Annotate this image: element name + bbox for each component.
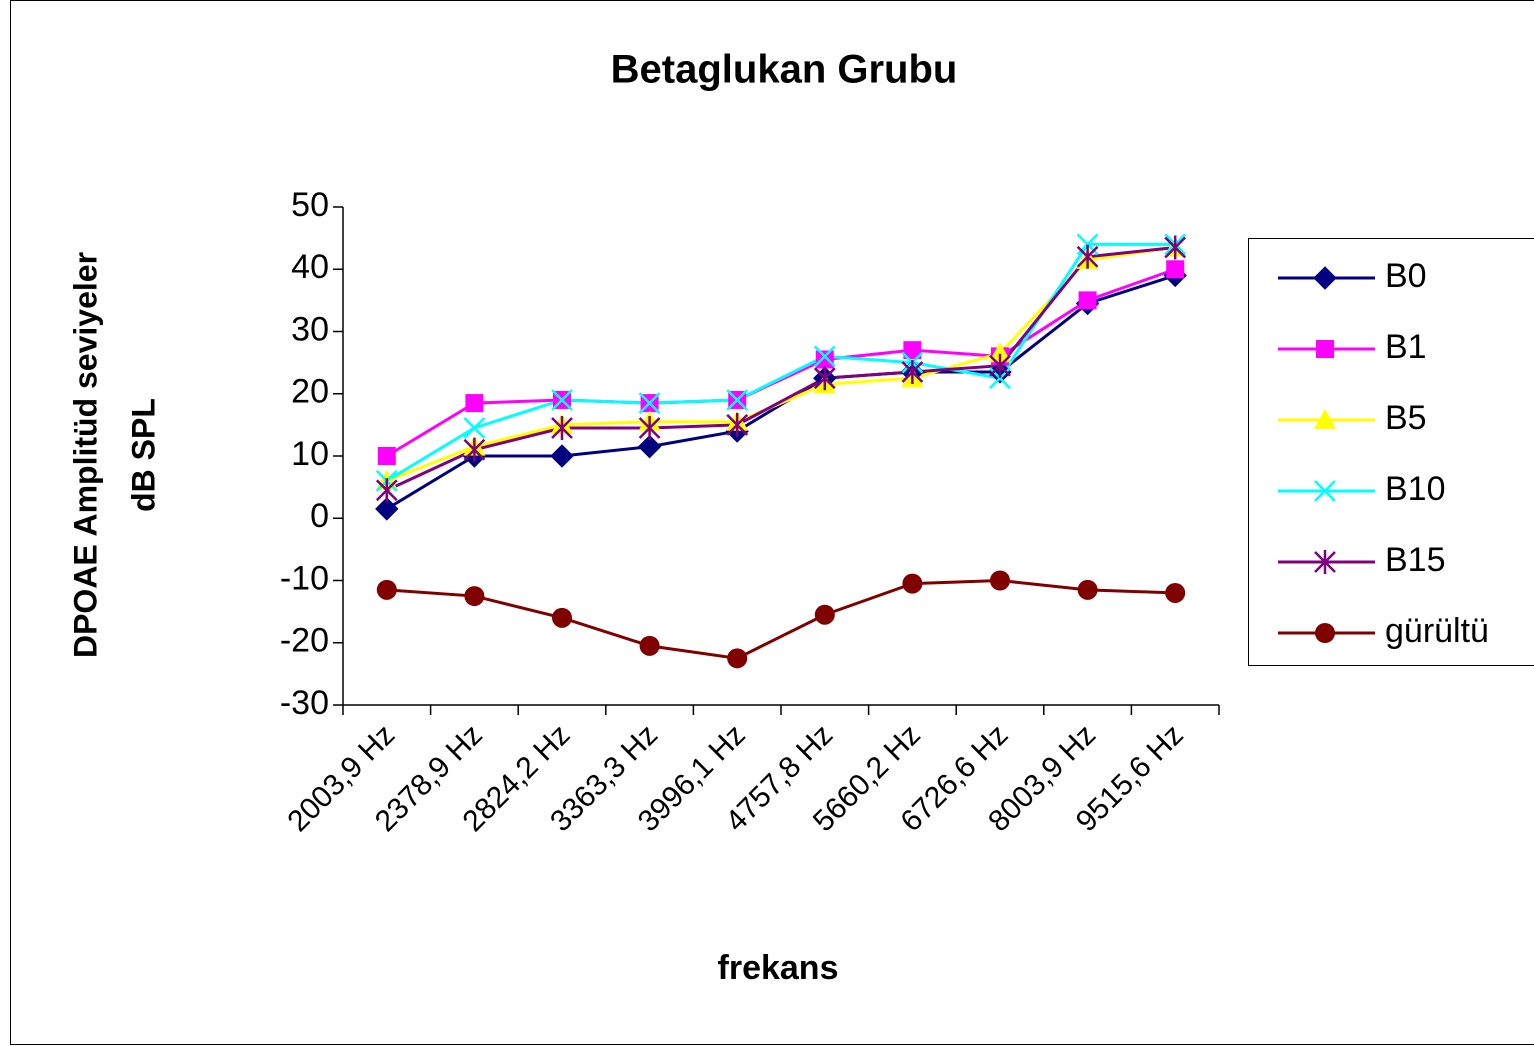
marker	[463, 417, 486, 439]
marker	[375, 478, 398, 503]
chart-title: Betaglukan Grubu	[611, 48, 958, 92]
marker	[638, 392, 661, 414]
marker	[1164, 235, 1187, 260]
marker	[552, 607, 572, 628]
marker	[903, 341, 922, 360]
marker	[463, 437, 486, 462]
y-axis-label: DPOAE Amplitüd seviyeler	[67, 252, 103, 658]
chart-frame	[10, 0, 1534, 1045]
marker	[814, 604, 835, 625]
legend-label: B15	[1385, 541, 1446, 579]
legend-label: B10	[1385, 470, 1446, 508]
y-tick-label: -20	[280, 622, 329, 660]
marker	[1315, 623, 1335, 643]
marker	[1078, 291, 1097, 310]
marker	[377, 447, 396, 465]
y-axis-label: dB SPL	[125, 398, 161, 512]
y-tick-label: 30	[291, 310, 329, 348]
y-tick-label: -30	[280, 684, 329, 722]
marker	[375, 497, 399, 521]
legend-label: B1	[1385, 328, 1427, 366]
marker	[376, 579, 397, 600]
legend-label: gürültü	[1385, 612, 1489, 650]
marker	[815, 350, 834, 369]
marker	[726, 412, 749, 437]
y-tick-label: 10	[291, 435, 329, 473]
y-tick-label: 0	[310, 497, 329, 535]
marker	[726, 389, 749, 411]
x-axis-label: frekans	[718, 949, 839, 987]
marker	[551, 415, 573, 440]
marker	[638, 415, 661, 440]
y-tick-label: 50	[291, 186, 329, 224]
y-tick-label: 20	[291, 373, 329, 411]
marker	[1165, 582, 1186, 603]
marker	[1314, 409, 1336, 429]
marker	[1166, 260, 1185, 279]
legend-label: B5	[1385, 399, 1427, 437]
marker	[1076, 244, 1099, 269]
series-line	[386, 578, 1176, 660]
series-line	[386, 245, 1176, 492]
marker	[464, 586, 485, 607]
marker	[813, 366, 836, 391]
marker	[550, 444, 574, 468]
marker	[989, 353, 1011, 378]
marker	[1316, 340, 1334, 358]
marker	[901, 359, 924, 384]
marker	[639, 635, 660, 656]
marker	[727, 648, 748, 669]
marker	[1314, 550, 1336, 574]
legend-box	[1248, 238, 1534, 666]
marker	[637, 434, 662, 459]
marker	[989, 342, 1011, 363]
series-line	[386, 245, 1176, 483]
marker	[1314, 480, 1336, 502]
marker	[1077, 579, 1098, 600]
marker	[813, 345, 836, 368]
y-tick-label: -10	[280, 559, 329, 597]
marker	[551, 389, 573, 411]
series-line	[386, 274, 1176, 511]
marker	[902, 573, 923, 594]
legend-label: B0	[1385, 257, 1427, 295]
series-line	[386, 242, 1176, 483]
marker	[465, 394, 484, 413]
marker	[990, 570, 1010, 591]
y-tick-label: 40	[291, 248, 329, 286]
marker	[1313, 266, 1337, 290]
